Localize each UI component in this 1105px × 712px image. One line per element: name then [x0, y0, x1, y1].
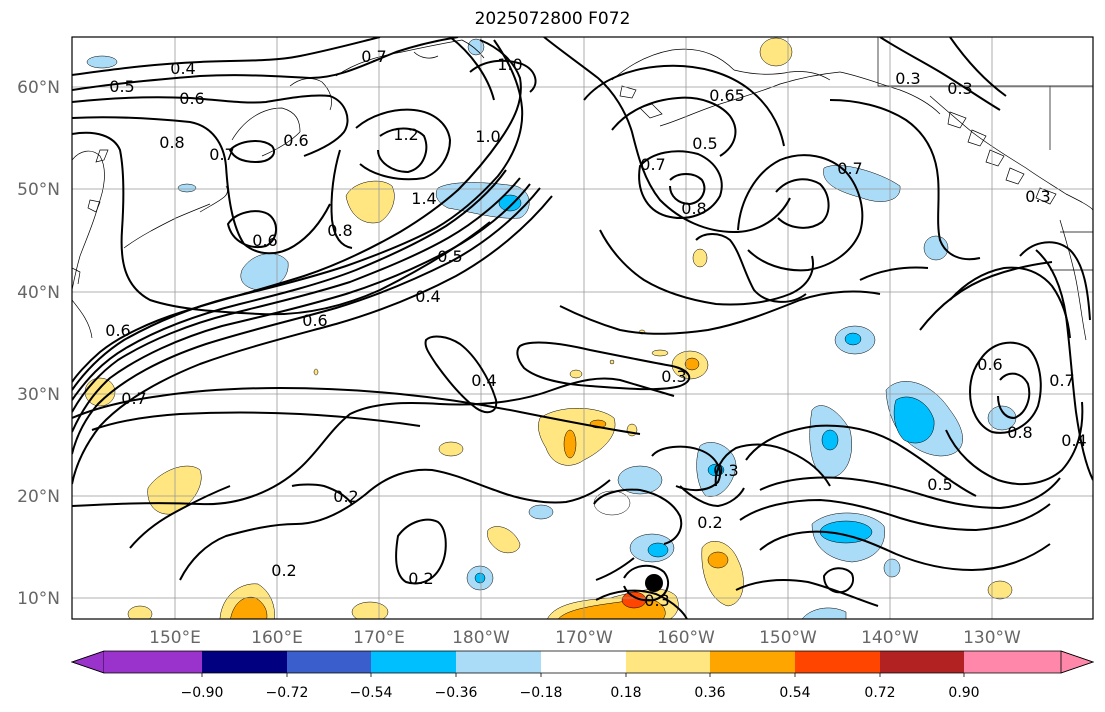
lat-tick: 30°N — [17, 385, 60, 405]
lat-tick: 10°N — [17, 589, 60, 609]
colorbar-segment — [880, 651, 964, 673]
lat-tick: 50°N — [17, 180, 60, 200]
contour-label: 0.6 — [302, 311, 327, 330]
lon-tick: 170°W — [555, 628, 613, 648]
contour-label: 0.4 — [471, 371, 496, 390]
contour-label: 0.8 — [681, 199, 706, 218]
contour-lines — [72, 37, 1093, 619]
contour-label: 0.65 — [709, 86, 745, 105]
colorbar-tick-label: 0.18 — [610, 685, 641, 701]
contour-label: 0.3 — [947, 79, 972, 98]
lon-tick: 170°E — [353, 628, 405, 648]
contour-label: 0.6 — [179, 89, 204, 108]
contour-label: 0.3 — [661, 367, 686, 386]
lat-tick: 60°N — [17, 78, 60, 98]
colorbar-segment — [710, 651, 795, 673]
contour-label: 0.7 — [640, 155, 665, 174]
longitude-axis: 150°E 160°E 170°E 180°W 170°W 160°W 150°… — [149, 628, 1021, 648]
contour-label: 0.3 — [895, 69, 920, 88]
colorbar-tick-label: −0.72 — [266, 685, 309, 701]
contour-label: 0.6 — [283, 131, 308, 150]
contour-label: 0.8 — [1007, 423, 1032, 442]
coastlines — [72, 37, 1093, 341]
contour-label: 0.5 — [927, 475, 952, 494]
colorbar-segment — [456, 651, 541, 673]
anomaly-shading — [84, 37, 1017, 619]
contour-label: 1.4 — [411, 189, 436, 208]
map-title: 2025072800 F072 — [474, 9, 631, 29]
contour-label: 0.7 — [361, 47, 386, 66]
map-frame — [71, 36, 1094, 620]
lon-tick: 180°W — [452, 628, 510, 648]
colorbar-segment — [202, 651, 287, 673]
contour-label: 0.7 — [1049, 371, 1074, 390]
lat-tick: 20°N — [17, 487, 60, 507]
gridlines — [72, 37, 1093, 619]
contour-label: 0.3 — [644, 591, 669, 610]
contour-label: 0.2 — [271, 561, 296, 580]
lat-tick: 40°N — [17, 283, 60, 303]
colorbar-segment — [104, 651, 202, 673]
colorbar-segment — [541, 651, 626, 673]
latitude-axis: 60°N 50°N 40°N 30°N 20°N 10°N — [17, 78, 60, 609]
contour-label: 0.3 — [1025, 187, 1050, 206]
colorbar-tick-label: 0.72 — [864, 685, 895, 701]
storm-center-marker — [645, 574, 663, 592]
map-plot-area: 0.4 0.5 0.6 0.8 0.7 0.6 0.7 1.0 1.2 1.4 … — [72, 37, 1093, 619]
contour-label: 0.7 — [121, 389, 146, 408]
lon-tick: 160°E — [251, 628, 303, 648]
colorbar-extend-low — [70, 650, 105, 674]
contour-label: 1.0 — [475, 127, 500, 146]
contour-label: 0.5 — [437, 247, 462, 266]
contour-label: 0.3 — [713, 461, 738, 480]
colorbar-frame — [70, 650, 1095, 674]
contour-label: 0.6 — [252, 231, 277, 250]
colorbar-tick-label: −0.36 — [435, 685, 478, 701]
contour-label: 0.6 — [977, 355, 1002, 374]
contour-label: 1.0 — [497, 55, 522, 74]
lon-tick: 140°W — [861, 628, 919, 648]
contour-label: 0.5 — [109, 77, 134, 96]
contour-label: 0.2 — [333, 487, 358, 506]
contour-label: 0.8 — [159, 133, 184, 152]
colorbar-tick-label: −0.18 — [520, 685, 563, 701]
lon-tick: 130°W — [963, 628, 1021, 648]
contour-label: 0.7 — [837, 159, 862, 178]
contour-label: 0.4 — [170, 59, 195, 78]
contour-label: 0.4 — [1061, 431, 1086, 450]
contour-label: 0.2 — [408, 569, 433, 588]
contour-label: 1.2 — [393, 125, 418, 144]
colorbar-extend-high — [1060, 650, 1095, 674]
contour-label: 0.4 — [415, 287, 440, 306]
colorbar-segment — [287, 651, 371, 673]
contour-label: 0.8 — [327, 221, 352, 240]
lon-tick: 150°E — [149, 628, 201, 648]
colorbar — [70, 650, 1095, 674]
colorbar-tick-label: 0.54 — [779, 685, 810, 701]
lon-tick: 160°W — [657, 628, 715, 648]
colorbar-segment — [371, 651, 456, 673]
contour-label: 0.6 — [105, 321, 130, 340]
contour-label: 0.7 — [209, 145, 234, 164]
colorbar-tick-label: −0.54 — [350, 685, 393, 701]
colorbar-segment — [626, 651, 710, 673]
contour-label: 0.5 — [692, 134, 717, 153]
colorbar-tick-label: 0.36 — [694, 685, 725, 701]
lon-tick: 150°W — [759, 628, 817, 648]
colorbar-segment — [964, 651, 1061, 673]
contour-label: 0.2 — [697, 513, 722, 532]
colorbar-ticks: −0.90 −0.72 −0.54 −0.36 −0.18 0.18 0.36 0.54 0.7… — [181, 673, 980, 701]
colorbar-segment — [795, 651, 880, 673]
colorbar-tick-label: 0.90 — [948, 685, 979, 701]
contour-labels: 0.4 0.5 0.6 0.8 0.7 0.6 0.7 1.0 1.2 1.4 … — [105, 47, 1086, 610]
colorbar-tick-label: −0.90 — [181, 685, 224, 701]
